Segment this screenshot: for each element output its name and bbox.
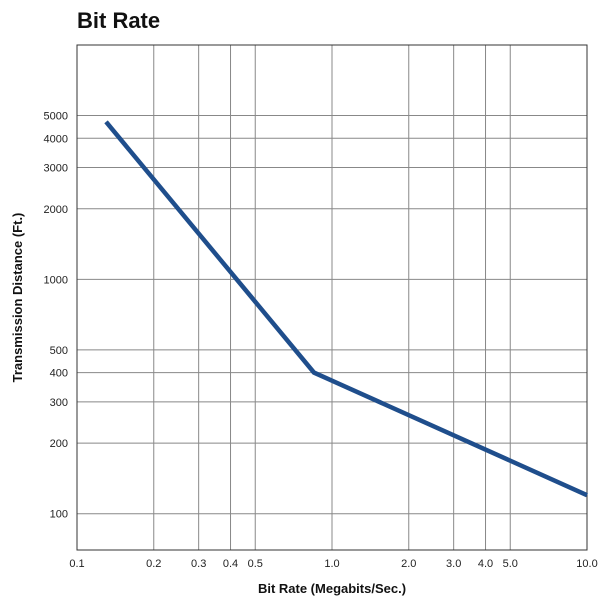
- y-tick-label: 2000: [44, 204, 68, 216]
- x-tick-label: 1.0: [324, 558, 339, 570]
- x-axis-title: Bit Rate (Megabits/Sec.): [258, 581, 406, 596]
- y-tick-label: 500: [50, 345, 68, 357]
- y-axis-title: Transmission Distance (Ft.): [10, 213, 25, 383]
- grid-layer: [76, 45, 588, 550]
- x-tick-label: 2.0: [401, 558, 416, 570]
- x-tick-label: 0.1: [69, 558, 84, 570]
- x-tick-label: 10.0: [576, 558, 597, 570]
- y-tick-label: 1000: [44, 274, 68, 286]
- x-tick-label: 0.3: [191, 558, 206, 570]
- y-tick-label: 3000: [44, 163, 68, 175]
- y-tick-label: 300: [50, 397, 68, 409]
- y-tick-label: 200: [50, 438, 68, 450]
- y-tick-label: 400: [50, 368, 68, 380]
- x-tick-label: 5.0: [503, 558, 518, 570]
- series-layer: [104, 120, 588, 498]
- x-tick-label: 0.4: [223, 558, 238, 570]
- x-tick-label: 3.0: [446, 558, 461, 570]
- x-tick-label: 0.2: [146, 558, 161, 570]
- chart-title: Bit Rate: [77, 8, 161, 33]
- y-tick-labels: 100 200 300 400 500 1000 2000 3000 4000 5000: [44, 111, 68, 521]
- plot-frame: [76, 44, 588, 551]
- y-tick-label: 100: [50, 509, 68, 521]
- y-tick-label: 5000: [44, 111, 68, 123]
- series-line: [104, 120, 588, 498]
- x-tick-label: 4.0: [478, 558, 493, 570]
- x-tick-labels: 0.1 0.2 0.3 0.4 0.5 1.0 2.0 3.0 4.0 5.0 10.0: [69, 558, 597, 570]
- y-tick-label: 4000: [44, 133, 68, 145]
- x-tick-label: 0.5: [248, 558, 263, 570]
